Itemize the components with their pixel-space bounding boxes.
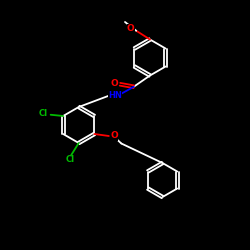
Text: Cl: Cl xyxy=(38,109,48,118)
Text: HN: HN xyxy=(108,90,122,100)
Text: Cl: Cl xyxy=(66,156,74,164)
Text: O: O xyxy=(110,132,118,140)
Text: O: O xyxy=(110,78,118,88)
Text: O: O xyxy=(127,24,134,33)
